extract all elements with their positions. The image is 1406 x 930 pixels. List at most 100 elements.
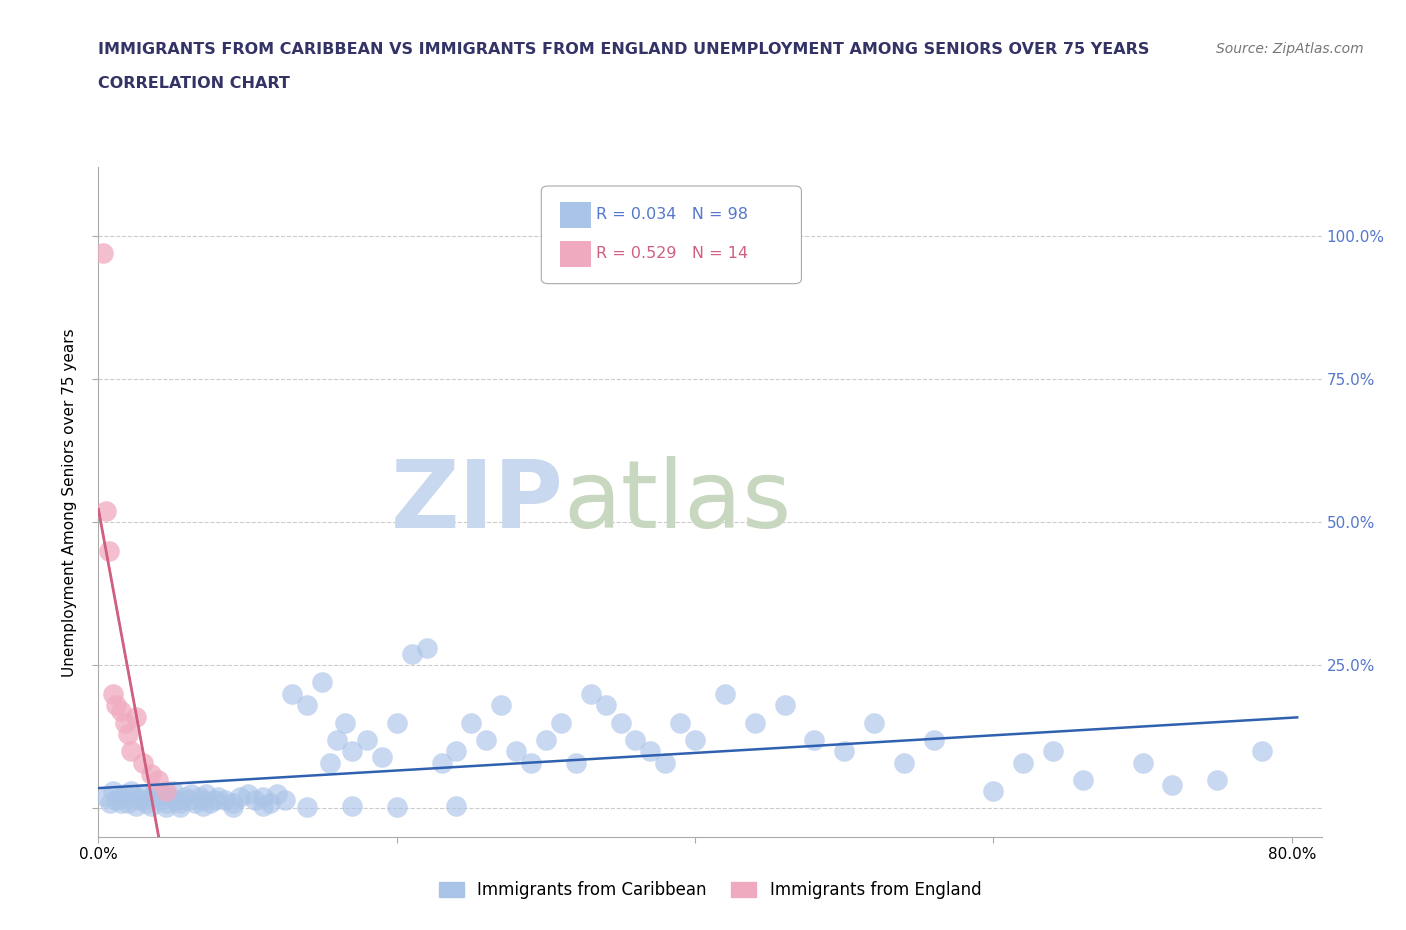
Point — [534, 732, 557, 747]
Point — [188, 790, 211, 804]
Point — [162, 784, 184, 799]
Point — [139, 790, 162, 804]
Point — [430, 755, 453, 770]
Point — [132, 787, 155, 802]
Point — [94, 503, 117, 518]
Point — [177, 792, 200, 807]
Point — [117, 795, 139, 810]
Point — [803, 732, 825, 747]
Point — [180, 787, 202, 802]
Point — [110, 704, 132, 719]
Point — [385, 715, 408, 730]
Legend: Immigrants from Caribbean, Immigrants from England: Immigrants from Caribbean, Immigrants fr… — [432, 874, 988, 906]
Text: ZIP: ZIP — [391, 457, 564, 548]
Point — [356, 732, 378, 747]
Point — [125, 790, 148, 804]
Point — [654, 755, 676, 770]
Point — [1206, 772, 1229, 787]
Point — [204, 792, 226, 807]
Point — [132, 755, 155, 770]
Point — [200, 795, 222, 810]
Point — [1042, 744, 1064, 759]
Point — [110, 790, 132, 804]
Point — [125, 710, 148, 724]
Point — [252, 790, 274, 804]
Point — [318, 755, 340, 770]
Point — [252, 798, 274, 813]
Point — [1251, 744, 1274, 759]
Point — [385, 799, 408, 814]
Point — [371, 750, 394, 764]
Point — [1071, 772, 1094, 787]
Point — [146, 772, 169, 787]
Point — [110, 795, 132, 810]
Point — [129, 792, 152, 807]
Point — [184, 795, 207, 810]
Point — [550, 715, 572, 730]
Point — [91, 246, 114, 260]
Point — [125, 798, 148, 813]
Point — [120, 744, 142, 759]
Point — [683, 732, 706, 747]
Point — [446, 744, 468, 759]
Point — [243, 792, 266, 807]
Point — [565, 755, 588, 770]
Point — [155, 795, 177, 810]
Point — [714, 686, 737, 701]
Point — [297, 698, 319, 712]
Point — [520, 755, 543, 770]
Point — [103, 686, 125, 701]
Point — [139, 798, 162, 813]
Point — [117, 726, 139, 741]
Point — [744, 715, 766, 730]
Point — [114, 715, 136, 730]
Point — [832, 744, 855, 759]
Point — [105, 698, 128, 712]
Point — [415, 641, 437, 656]
Point — [146, 792, 169, 807]
Point — [207, 790, 229, 804]
Point — [169, 795, 191, 810]
Point — [922, 732, 945, 747]
Point — [159, 790, 181, 804]
Point — [983, 784, 1005, 799]
Point — [475, 732, 498, 747]
Point — [191, 792, 214, 807]
Point — [98, 795, 121, 810]
Point — [103, 784, 125, 799]
Point — [609, 715, 631, 730]
Point — [94, 790, 117, 804]
Point — [221, 795, 243, 810]
Point — [165, 792, 187, 807]
Point — [214, 792, 236, 807]
Point — [460, 715, 482, 730]
Point — [139, 766, 162, 781]
Point — [489, 698, 512, 712]
Point — [340, 744, 363, 759]
Point — [297, 799, 319, 814]
Point — [773, 698, 796, 712]
Point — [311, 675, 333, 690]
Point — [1161, 778, 1184, 793]
Point — [326, 732, 349, 747]
Point — [174, 790, 197, 804]
Point — [105, 792, 128, 807]
Point — [259, 795, 281, 810]
Point — [120, 784, 142, 799]
Text: CORRELATION CHART: CORRELATION CHART — [98, 76, 290, 91]
Point — [1012, 755, 1035, 770]
Point — [669, 715, 692, 730]
Point — [624, 732, 647, 747]
Point — [595, 698, 617, 712]
Point — [893, 755, 915, 770]
Point — [221, 799, 243, 814]
Point — [155, 799, 177, 814]
Point — [401, 646, 423, 661]
Point — [281, 686, 304, 701]
Point — [150, 787, 173, 802]
Point — [505, 744, 527, 759]
Point — [579, 686, 602, 701]
Point — [446, 798, 468, 813]
Point — [274, 792, 297, 807]
Point — [1132, 755, 1154, 770]
